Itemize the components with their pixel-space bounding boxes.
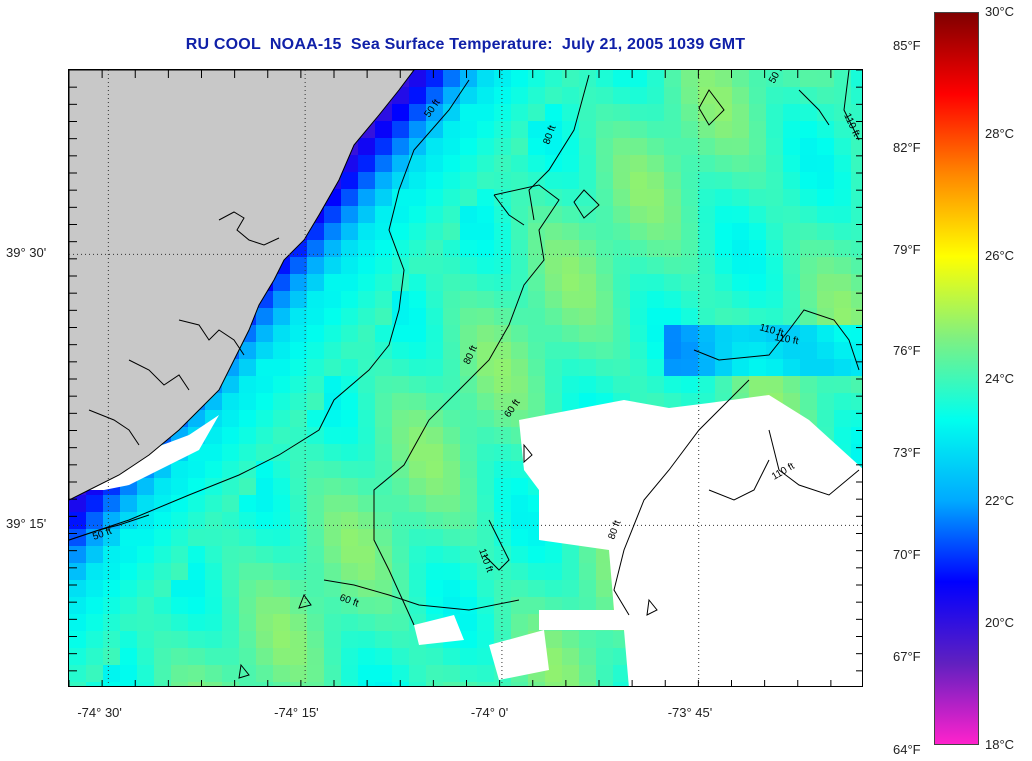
land-area xyxy=(69,70,415,501)
fahrenheit-tick-label: 70°F xyxy=(893,546,921,562)
depth-contour xyxy=(693,309,860,371)
depth-contour xyxy=(373,184,560,626)
sst-map[interactable]: 50 ft 80 ft 80 ft 110 ft 80 ft 50 ft 60 ft 110 … xyxy=(68,69,863,687)
no-data-area xyxy=(489,630,549,680)
longitude-label: -74° 0' xyxy=(470,705,509,720)
depth-contour xyxy=(843,70,860,141)
depth-contour xyxy=(798,89,830,126)
depth-contour-loop xyxy=(238,663,250,679)
no-data-area xyxy=(519,395,862,686)
depth-contour-loop xyxy=(646,598,658,616)
celsius-tick-label: 22°C xyxy=(985,492,1015,508)
celsius-tick-label: 20°C xyxy=(985,614,1015,630)
longitude-label: -74° 30' xyxy=(77,705,122,720)
longitude-label: -73° 45' xyxy=(667,705,713,720)
depth-contour-loop xyxy=(573,189,600,219)
no-data-area xyxy=(414,615,464,645)
depth-contour xyxy=(613,379,750,616)
fahrenheit-tick-label: 67°F xyxy=(893,648,921,664)
latitude-label: 39° 15' xyxy=(6,516,47,532)
celsius-tick-label: 30°C xyxy=(985,4,1015,19)
contour-label: 110 ft xyxy=(773,332,799,347)
depth-contour xyxy=(483,519,510,571)
depth-contour xyxy=(323,579,520,611)
fahrenheit-tick-label: 64°F xyxy=(893,742,921,757)
depth-contour-loop xyxy=(523,443,533,464)
depth-contour-loop xyxy=(298,593,312,609)
celsius-tick-label: 18°C xyxy=(985,737,1015,752)
fahrenheit-tick-label: 85°F xyxy=(893,37,921,53)
fahrenheit-tick-label: 82°F xyxy=(893,139,921,155)
fahrenheit-tick-label: 73°F xyxy=(893,445,921,461)
depth-contour xyxy=(493,194,525,226)
depth-contour xyxy=(768,429,860,496)
latitude-label: 39° 30' xyxy=(6,245,47,261)
fahrenheit-tick-label: 79°F xyxy=(893,241,921,257)
longitude-label: -74° 15' xyxy=(274,705,319,720)
fahrenheit-tick-label: 76°F xyxy=(893,343,921,359)
depth-contour xyxy=(708,459,770,501)
coastline-detail xyxy=(88,211,280,446)
depth-contour xyxy=(69,514,150,541)
grid-lines xyxy=(69,70,862,686)
celsius-tick-label: 24°C xyxy=(985,370,1015,386)
celsius-tick-label: 28°C xyxy=(985,126,1015,142)
celsius-tick-label: 26°C xyxy=(985,248,1015,264)
map-title: RU COOL NOAA-15 Sea Surface Temperature:… xyxy=(185,36,746,53)
depth-contour xyxy=(528,74,590,221)
depth-contour xyxy=(69,79,470,541)
temperature-colorbar xyxy=(934,12,979,745)
depth-contour-loop xyxy=(698,89,725,126)
